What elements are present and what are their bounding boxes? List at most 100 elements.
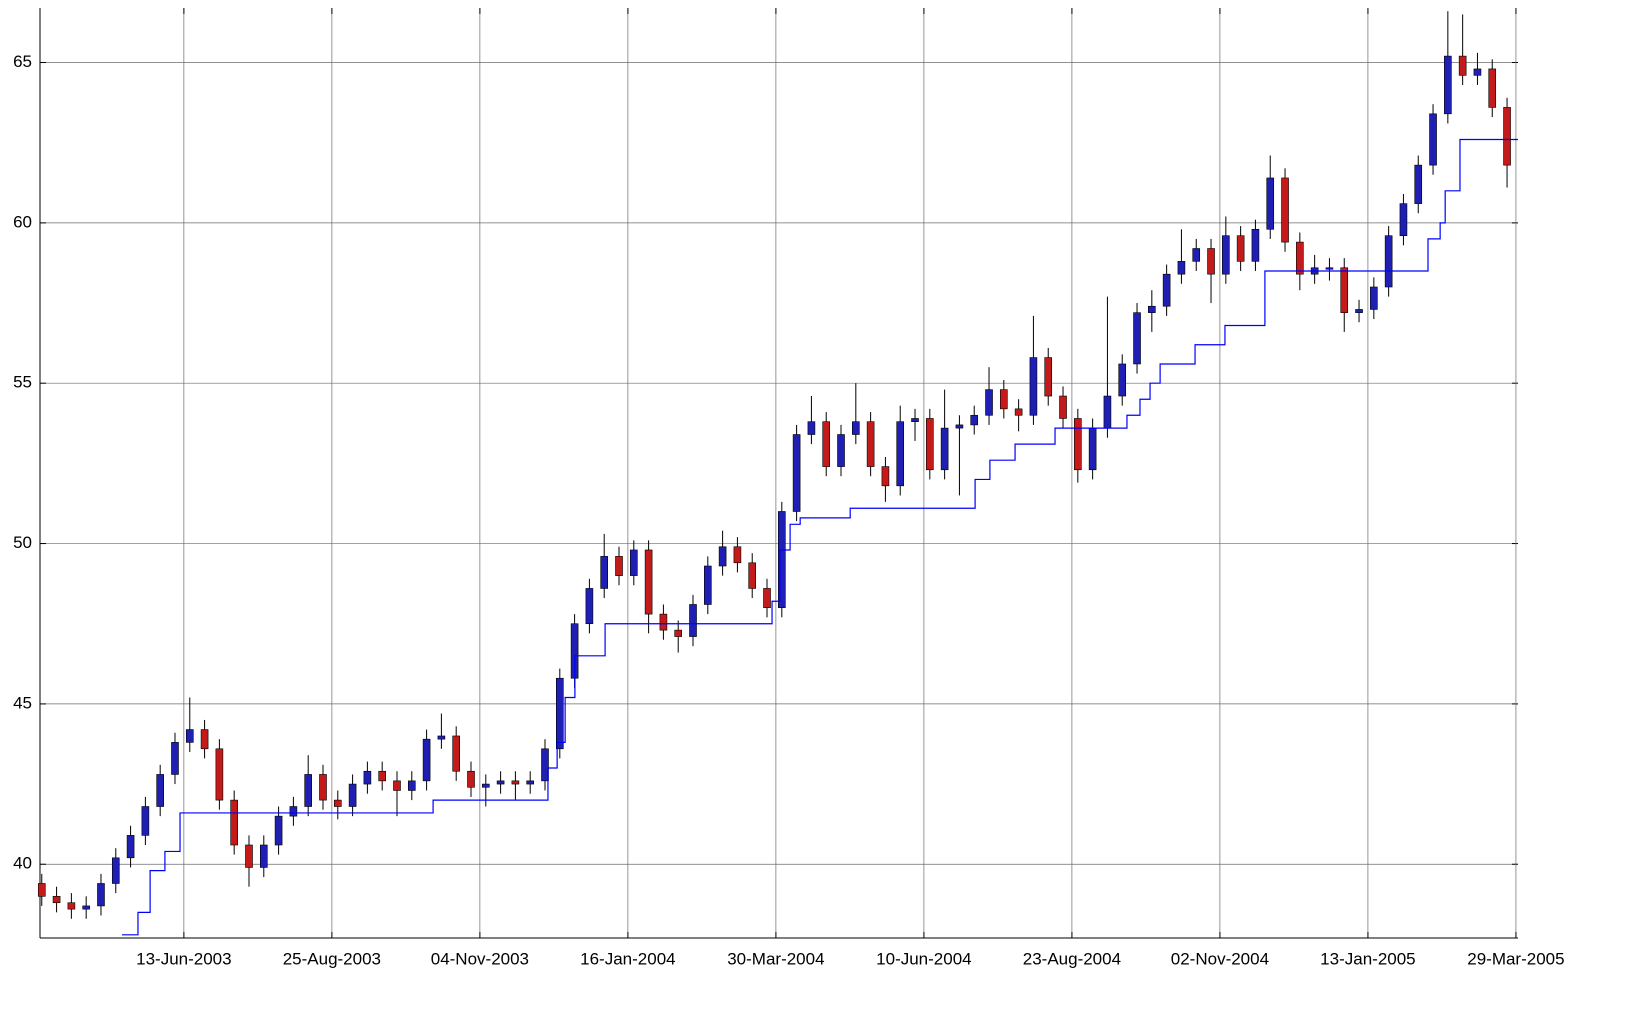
candle-body (748, 562, 757, 589)
candle-body (156, 774, 164, 807)
candle-body (1458, 55, 1467, 76)
candle-body (1370, 286, 1378, 310)
candle-body (437, 735, 446, 740)
candle-body (215, 748, 224, 801)
candle-body (185, 729, 194, 743)
candle-body (67, 902, 76, 910)
candle-body (926, 418, 934, 471)
candle-body (1325, 267, 1334, 270)
candle-body (333, 799, 342, 807)
candle-body (1355, 309, 1363, 313)
candle-body (704, 565, 712, 605)
candle-body (630, 549, 638, 576)
x-tick-label: 29-Mar-2005 (1467, 949, 1564, 968)
candle-body (541, 748, 549, 782)
candle-body (171, 742, 179, 775)
y-tick-label: 55 (13, 373, 32, 392)
candle-body (807, 421, 816, 435)
candle-body (718, 546, 727, 567)
x-tick-label: 02-Nov-2004 (1171, 949, 1269, 968)
candle-body (1029, 357, 1038, 416)
candle-body (1044, 357, 1053, 397)
x-tick-label: 13-Jan-2005 (1320, 949, 1415, 968)
candle-body (970, 414, 979, 426)
candle-body (52, 896, 61, 904)
candle-body (1177, 261, 1186, 275)
candle-body (733, 546, 742, 564)
candle-body (304, 774, 312, 807)
candle-body (911, 418, 919, 422)
candle-body (245, 844, 253, 868)
candle-body (200, 729, 209, 750)
x-tick-label: 16-Jan-2004 (580, 949, 675, 968)
candle-body (763, 588, 771, 608)
candle-body (422, 738, 431, 782)
candle-body (363, 770, 372, 785)
candle-body (1414, 164, 1423, 204)
candle-body (615, 556, 623, 576)
candle-body (511, 780, 520, 785)
candle-body (689, 604, 697, 637)
candle-body (393, 780, 401, 791)
candle-body (1473, 68, 1482, 76)
candle-body (1429, 113, 1437, 166)
candle-body (1059, 395, 1067, 419)
candle-body (1192, 248, 1201, 262)
y-tick-label: 40 (13, 854, 32, 873)
candle-body (1340, 267, 1349, 313)
candle-body (1251, 228, 1260, 262)
candle-body (348, 783, 357, 807)
candle-body (792, 434, 801, 512)
candle-body (126, 835, 135, 859)
candle-body (230, 799, 238, 846)
candle-body (82, 905, 90, 910)
candle-body (141, 806, 150, 836)
x-tick-label: 04-Nov-2003 (431, 949, 529, 968)
x-tick-label: 23-Aug-2004 (1023, 949, 1121, 968)
candle-body (1222, 235, 1230, 275)
candle-body (1207, 248, 1215, 275)
candle-body (1296, 241, 1304, 275)
candle-body (1148, 305, 1156, 313)
candle-body (1162, 273, 1171, 307)
candle-body (1236, 235, 1245, 262)
candle-body (837, 434, 845, 467)
candle-body (319, 774, 327, 801)
candle-body (940, 427, 949, 471)
candle-body (955, 424, 964, 429)
candle-body (1399, 203, 1408, 236)
candle-body (1384, 235, 1393, 288)
candle-body (881, 466, 890, 487)
candle-body (452, 735, 460, 772)
candle-body (1488, 68, 1497, 108)
candle-body (1088, 427, 1097, 471)
candle-body (274, 815, 283, 846)
candle-body (644, 549, 653, 615)
candle-body (896, 421, 905, 487)
candle-body (674, 629, 683, 637)
candle-body (1074, 418, 1082, 471)
y-tick-label: 60 (13, 212, 32, 231)
candle-body (1503, 107, 1511, 166)
candle-body (259, 844, 268, 868)
candle-body (378, 770, 386, 782)
candle-body (467, 770, 475, 788)
candle-body (1133, 312, 1141, 365)
y-tick-label: 65 (13, 52, 32, 71)
x-tick-label: 13-Jun-2003 (136, 949, 231, 968)
y-tick-label: 45 (13, 693, 32, 712)
candle-body (1281, 177, 1289, 243)
candle-body (1444, 55, 1452, 115)
x-tick-label: 25-Aug-2003 (283, 949, 381, 968)
candle-body (97, 883, 105, 907)
candle-body (496, 780, 505, 785)
candle-body (600, 556, 609, 589)
candle-body (1000, 389, 1008, 410)
candle-body (585, 588, 594, 625)
candle-body (852, 421, 860, 435)
candle-body (822, 421, 831, 467)
candle-body (659, 613, 668, 631)
